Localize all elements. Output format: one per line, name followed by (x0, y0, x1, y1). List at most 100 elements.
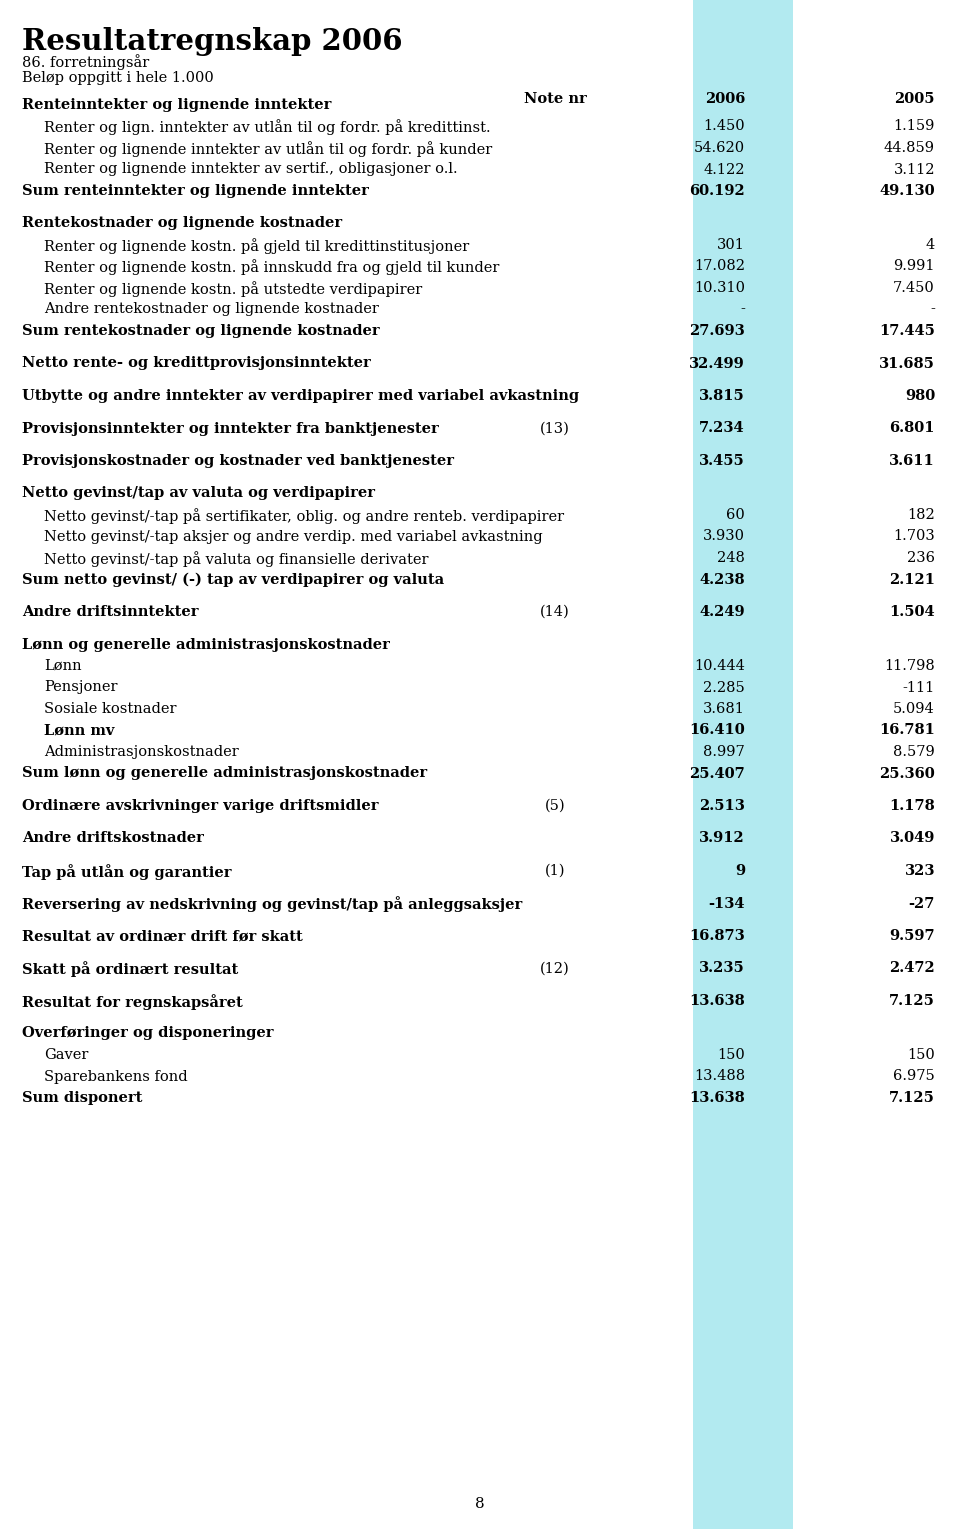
Text: 3.049: 3.049 (890, 832, 935, 846)
Text: 3.611: 3.611 (889, 454, 935, 468)
Text: 8: 8 (475, 1497, 485, 1511)
Text: 323: 323 (904, 864, 935, 878)
Text: (13): (13) (540, 422, 570, 436)
Text: 182: 182 (907, 508, 935, 521)
Text: 54.620: 54.620 (694, 141, 745, 154)
Text: Renter og lignende inntekter av sertif., obligasjoner o.l.: Renter og lignende inntekter av sertif.,… (44, 162, 458, 176)
Text: Renter og lignende kostn. på utstedte verdipapirer: Renter og lignende kostn. på utstedte ve… (44, 281, 422, 297)
Text: Pensjoner: Pensjoner (44, 680, 117, 694)
Text: 60.192: 60.192 (689, 183, 745, 197)
Text: Gaver: Gaver (44, 1047, 88, 1063)
Text: Sosiale kostnader: Sosiale kostnader (44, 702, 177, 716)
Text: 2005: 2005 (895, 92, 935, 106)
Text: 17.082: 17.082 (694, 260, 745, 274)
Text: 27.693: 27.693 (689, 324, 745, 338)
Text: 16.781: 16.781 (879, 723, 935, 737)
Text: 25.360: 25.360 (879, 766, 935, 780)
Text: 13.638: 13.638 (689, 1092, 745, 1105)
Text: Renter og lign. inntekter av utlån til og fordr. på kredittinst.: Renter og lign. inntekter av utlån til o… (44, 119, 491, 136)
Text: -111: -111 (902, 680, 935, 694)
Text: 2.121: 2.121 (889, 572, 935, 587)
Text: Ordinære avskrivninger varige driftsmidler: Ordinære avskrivninger varige driftsmidl… (22, 800, 378, 813)
Text: 9.597: 9.597 (889, 930, 935, 943)
Text: Beløp oppgitt i hele 1.000: Beløp oppgitt i hele 1.000 (22, 70, 214, 86)
Text: 3.455: 3.455 (699, 454, 745, 468)
Text: Overføringer og disponeringer: Overføringer og disponeringer (22, 1026, 274, 1041)
Text: 2006: 2006 (705, 92, 745, 106)
Text: 248: 248 (717, 550, 745, 566)
Text: Netto gevinst/-tap på sertifikater, oblig. og andre renteb. verdipapirer: Netto gevinst/-tap på sertifikater, obli… (44, 508, 564, 524)
Text: 6.801: 6.801 (890, 422, 935, 436)
Text: 13.488: 13.488 (694, 1069, 745, 1084)
Text: Netto rente- og kredittprovisjonsinntekter: Netto rente- og kredittprovisjonsinntekt… (22, 356, 371, 370)
Text: Lønn: Lønn (44, 659, 82, 673)
Text: Andre rentekostnader og lignende kostnader: Andre rentekostnader og lignende kostnad… (44, 303, 379, 317)
Text: 150: 150 (717, 1047, 745, 1063)
Text: 2.513: 2.513 (699, 800, 745, 813)
Text: Skatt på ordinært resultat: Skatt på ordinært resultat (22, 962, 238, 977)
Text: Sum lønn og generelle administrasjonskostnader: Sum lønn og generelle administrasjonskos… (22, 766, 427, 780)
Text: 8.997: 8.997 (704, 745, 745, 758)
Text: Sum disponert: Sum disponert (22, 1092, 142, 1105)
Text: Renteinntekter og lignende inntekter: Renteinntekter og lignende inntekter (22, 98, 331, 112)
Text: 236: 236 (907, 550, 935, 566)
Text: -: - (930, 303, 935, 317)
Text: 1.178: 1.178 (889, 800, 935, 813)
Text: Renter og lignende kostn. på gjeld til kredittinstitusjoner: Renter og lignende kostn. på gjeld til k… (44, 239, 469, 254)
Text: 1.703: 1.703 (893, 529, 935, 543)
Text: 3.681: 3.681 (703, 702, 745, 716)
Text: 3.235: 3.235 (699, 962, 745, 976)
Text: (12): (12) (540, 962, 570, 976)
Text: 32.499: 32.499 (689, 356, 745, 370)
Text: 4.122: 4.122 (704, 162, 745, 176)
Text: 150: 150 (907, 1047, 935, 1063)
Text: Provisjonsinntekter og inntekter fra banktjenester: Provisjonsinntekter og inntekter fra ban… (22, 422, 439, 436)
Text: Rentekostnader og lignende kostnader: Rentekostnader og lignende kostnader (22, 217, 342, 231)
Text: Utbytte og andre inntekter av verdipapirer med variabel avkastning: Utbytte og andre inntekter av verdipapir… (22, 388, 579, 404)
Text: 2.285: 2.285 (704, 680, 745, 694)
Text: 2.472: 2.472 (889, 962, 935, 976)
Text: 60: 60 (727, 508, 745, 521)
Text: 10.310: 10.310 (694, 281, 745, 295)
Text: 7.125: 7.125 (889, 1092, 935, 1105)
Text: 1.450: 1.450 (704, 119, 745, 133)
Text: Provisjonskostnader og kostnader ved banktjenester: Provisjonskostnader og kostnader ved ban… (22, 454, 454, 468)
Text: 6.975: 6.975 (893, 1069, 935, 1084)
Text: 31.685: 31.685 (879, 356, 935, 370)
Text: Lønn og generelle administrasjonskostnader: Lønn og generelle administrasjonskostnad… (22, 638, 390, 651)
Text: 7.125: 7.125 (889, 994, 935, 1008)
Text: 11.798: 11.798 (884, 659, 935, 673)
Text: Renter og lignende kostn. på innskudd fra og gjeld til kunder: Renter og lignende kostn. på innskudd fr… (44, 260, 499, 275)
Text: Resultat av ordinær drift før skatt: Resultat av ordinær drift før skatt (22, 930, 302, 943)
Text: 4: 4 (925, 239, 935, 252)
Text: 3.912: 3.912 (699, 832, 745, 846)
Text: (1): (1) (544, 864, 565, 878)
Text: -: - (740, 303, 745, 317)
Text: 3.815: 3.815 (699, 388, 745, 404)
Text: 9: 9 (734, 864, 745, 878)
Text: (14): (14) (540, 605, 570, 619)
Text: Reversering av nedskrivning og gevinst/tap på anleggsaksjer: Reversering av nedskrivning og gevinst/t… (22, 896, 522, 913)
Text: 13.638: 13.638 (689, 994, 745, 1008)
Text: Sparebankens fond: Sparebankens fond (44, 1069, 187, 1084)
Text: Administrasjonskostnader: Administrasjonskostnader (44, 745, 239, 758)
Text: Andre driftsinntekter: Andre driftsinntekter (22, 605, 199, 619)
Text: 5.094: 5.094 (893, 702, 935, 716)
Text: 10.444: 10.444 (694, 659, 745, 673)
Text: -134: -134 (708, 896, 745, 910)
Text: 16.410: 16.410 (689, 723, 745, 737)
Text: 980: 980 (904, 388, 935, 404)
Text: Sum renteinntekter og lignende inntekter: Sum renteinntekter og lignende inntekter (22, 183, 369, 197)
Text: (5): (5) (544, 800, 565, 813)
Text: 3.112: 3.112 (894, 162, 935, 176)
Text: Lønn mv: Lønn mv (44, 723, 114, 737)
Text: Sum netto gevinst/ (-) tap av verdipapirer og valuta: Sum netto gevinst/ (-) tap av verdipapir… (22, 572, 444, 587)
Bar (693, 0, 793, 1529)
Text: Netto gevinst/tap av valuta og verdipapirer: Netto gevinst/tap av valuta og verdipapi… (22, 486, 375, 500)
Text: 1.504: 1.504 (889, 605, 935, 619)
Text: 8.579: 8.579 (893, 745, 935, 758)
Text: 1.159: 1.159 (894, 119, 935, 133)
Text: Tap på utlån og garantier: Tap på utlån og garantier (22, 864, 231, 879)
Text: Note nr: Note nr (523, 92, 587, 106)
Text: 16.873: 16.873 (689, 930, 745, 943)
